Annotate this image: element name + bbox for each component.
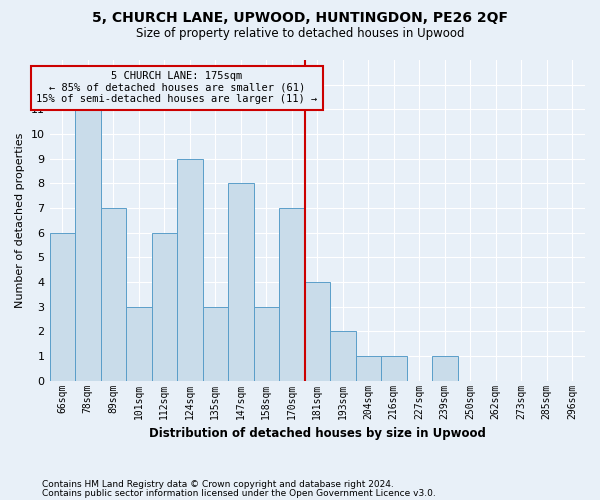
Bar [152, 232, 177, 380]
Text: Contains HM Land Registry data © Crown copyright and database right 2024.: Contains HM Land Registry data © Crown c… [42, 480, 394, 489]
Text: 5, CHURCH LANE, UPWOOD, HUNTINGDON, PE26 2QF: 5, CHURCH LANE, UPWOOD, HUNTINGDON, PE26… [92, 12, 508, 26]
Text: Contains public sector information licensed under the Open Government Licence v3: Contains public sector information licen… [42, 490, 436, 498]
Bar [177, 158, 203, 380]
Bar [305, 282, 330, 380]
Bar [432, 356, 458, 380]
Bar [330, 332, 356, 380]
Y-axis label: Number of detached properties: Number of detached properties [15, 132, 25, 308]
Bar [126, 306, 152, 380]
Bar [75, 110, 101, 380]
Bar [356, 356, 381, 380]
X-axis label: Distribution of detached houses by size in Upwood: Distribution of detached houses by size … [149, 427, 486, 440]
Bar [254, 306, 279, 380]
Bar [50, 232, 75, 380]
Text: Size of property relative to detached houses in Upwood: Size of property relative to detached ho… [136, 28, 464, 40]
Bar [279, 208, 305, 380]
Bar [228, 184, 254, 380]
Bar [203, 306, 228, 380]
Text: 5 CHURCH LANE: 175sqm
← 85% of detached houses are smaller (61)
15% of semi-deta: 5 CHURCH LANE: 175sqm ← 85% of detached … [37, 71, 317, 104]
Bar [381, 356, 407, 380]
Bar [101, 208, 126, 380]
